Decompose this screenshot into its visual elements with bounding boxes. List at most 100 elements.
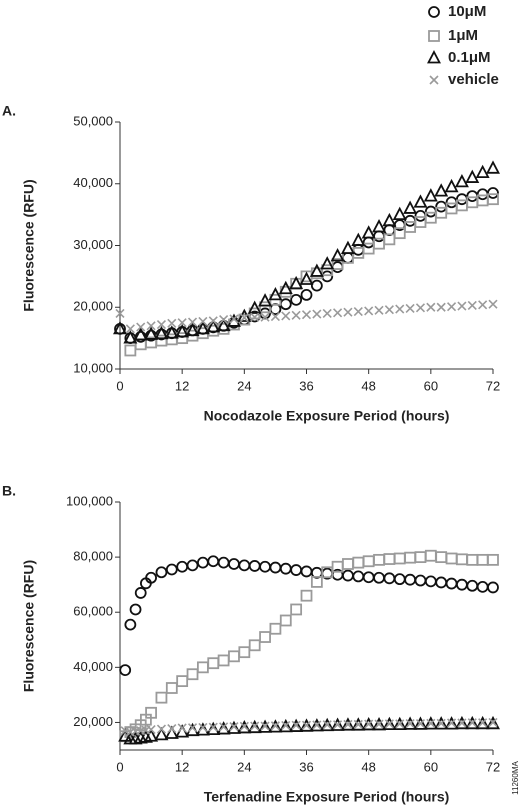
data-point (330, 717, 345, 731)
data-point (382, 212, 397, 227)
data-point (403, 200, 418, 214)
data-point (216, 317, 231, 332)
x-tick-label: 60 (424, 378, 438, 393)
data-point (362, 555, 375, 568)
data-point (415, 718, 426, 729)
data-point (185, 722, 200, 737)
data-point (436, 302, 446, 312)
data-point (476, 188, 489, 201)
data-point (310, 576, 323, 588)
data-point (279, 614, 292, 627)
data-point (248, 639, 261, 652)
data-point (486, 160, 500, 174)
data-point (445, 196, 458, 209)
data-point (383, 572, 396, 585)
data-point (426, 302, 436, 312)
data-point (373, 230, 385, 243)
data-point (165, 563, 178, 576)
data-point (300, 565, 313, 578)
data-point (278, 280, 293, 295)
data-point (177, 723, 187, 733)
data-point (270, 311, 280, 322)
data-point (260, 721, 270, 731)
data-point (145, 571, 157, 584)
data-point (310, 279, 323, 292)
data-point (175, 324, 190, 338)
data-point (465, 715, 480, 730)
data-point (124, 618, 137, 631)
data-point (488, 299, 498, 309)
data-point (445, 552, 458, 565)
data-point (333, 720, 343, 730)
data-point (134, 587, 147, 599)
data-point (229, 722, 239, 732)
x-tick-label: 48 (361, 759, 375, 774)
legend-label: vehicle (448, 71, 499, 88)
data-point (373, 571, 385, 584)
data-point (124, 344, 137, 357)
data-point (250, 312, 260, 322)
data-point (404, 573, 417, 586)
y-axis-title: Fluorescence (RFU) (21, 560, 37, 692)
data-point (457, 301, 467, 311)
data-point (456, 193, 468, 206)
data-point (129, 603, 142, 616)
data-point (454, 173, 469, 188)
data-point (279, 298, 292, 311)
data-point (426, 718, 436, 728)
data-point (247, 300, 262, 314)
data-point (340, 717, 355, 731)
data-point (219, 722, 229, 732)
data-point (125, 324, 135, 334)
data-point (320, 717, 335, 732)
data-point (393, 573, 406, 586)
data-point (278, 718, 293, 733)
legend-marker (428, 30, 440, 42)
data-point (195, 320, 210, 335)
data-point (300, 288, 313, 301)
data-point (374, 719, 384, 729)
data-point (216, 721, 231, 735)
data-point (321, 264, 334, 277)
data-point (155, 691, 168, 704)
data-point (229, 314, 239, 324)
data-point (352, 556, 365, 569)
data-point (424, 205, 437, 218)
x-tick-label: 24 (237, 759, 251, 774)
y-axis-title: Fluorescence (RFU) (21, 179, 37, 311)
data-point (156, 319, 167, 330)
data-point (238, 559, 251, 572)
data-point (393, 552, 406, 565)
data-point (186, 668, 199, 681)
figure-id: 11260MA (511, 761, 520, 795)
data-point (374, 305, 384, 315)
data-point (342, 569, 354, 582)
data-point (434, 183, 449, 197)
data-point (340, 240, 355, 254)
data-point (270, 721, 280, 731)
data-point (414, 209, 427, 222)
data-point (196, 661, 209, 674)
data-point (467, 300, 477, 310)
y-tick-label: 40,000 (73, 175, 113, 190)
data-point (384, 305, 394, 315)
data-point (478, 718, 488, 728)
data-point (487, 193, 499, 206)
data-point (435, 551, 448, 564)
data-point (156, 724, 167, 734)
data-point (145, 706, 157, 719)
data-point (176, 675, 189, 688)
data-point (290, 293, 303, 306)
data-point (322, 720, 332, 730)
data-point (466, 553, 479, 566)
data-point (219, 315, 229, 325)
x-tick-label: 0 (116, 378, 123, 393)
data-point (259, 631, 271, 643)
data-point (290, 603, 303, 616)
data-point (435, 576, 448, 589)
data-point (373, 553, 385, 566)
data-point (186, 559, 199, 572)
x-tick-label: 60 (424, 759, 438, 774)
data-point (352, 570, 365, 583)
